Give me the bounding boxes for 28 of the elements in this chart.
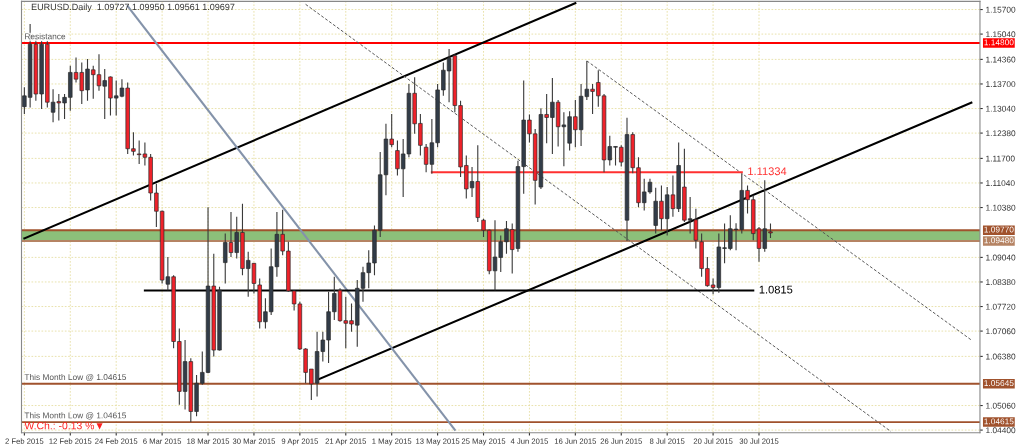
y-tick-label: 1.09040 [986,254,1016,261]
annotation: This Month Low @ 1.04615 [24,412,127,420]
y-tick-label: 1.05060 [986,402,1016,409]
y-tick-label: 1.07720 [986,303,1016,310]
y-tick-label: 1.13700 [986,81,1016,88]
ref-line-label: 1.05645 [984,380,1014,386]
y-tick-label: 1.10380 [986,204,1016,211]
annotation: Resistance [25,33,66,40]
y-tick-label: 1.15700 [986,6,1016,13]
ref-line-label: 1.04615 [984,418,1014,425]
y-tick-label: 1.15040 [986,31,1016,38]
series-label: 1.0815 [759,285,793,294]
ref-line-label: 1.09770 [984,226,1014,233]
y-tick-label: 1.12380 [986,130,1016,137]
ref-line-label: 1.14800 [984,39,1014,46]
ref-line-label: 1.09480 [984,237,1014,244]
y-tick-label: 1.11700 [986,155,1015,162]
series-label: 1.11334 [748,167,787,176]
y-tick-label: 1.11040 [986,180,1015,187]
chart-title: EURUSD.Daily 1.09727 1.09950 1.09561 1.09697 [31,3,235,12]
annotation: This Month Low @ 1.04615 [24,373,127,382]
annotation: W.Ch.: -0.13 %▼ [24,421,103,430]
y-tick-label: 1.08380 [986,279,1016,286]
y-tick-label: 1.07060 [986,328,1016,335]
y-tick-label: 1.06380 [986,353,1016,360]
y-tick-label: 1.14360 [986,56,1016,63]
y-tick-label: 1.13040 [986,105,1016,112]
y-tick-label: 1.04400 [986,427,1016,434]
